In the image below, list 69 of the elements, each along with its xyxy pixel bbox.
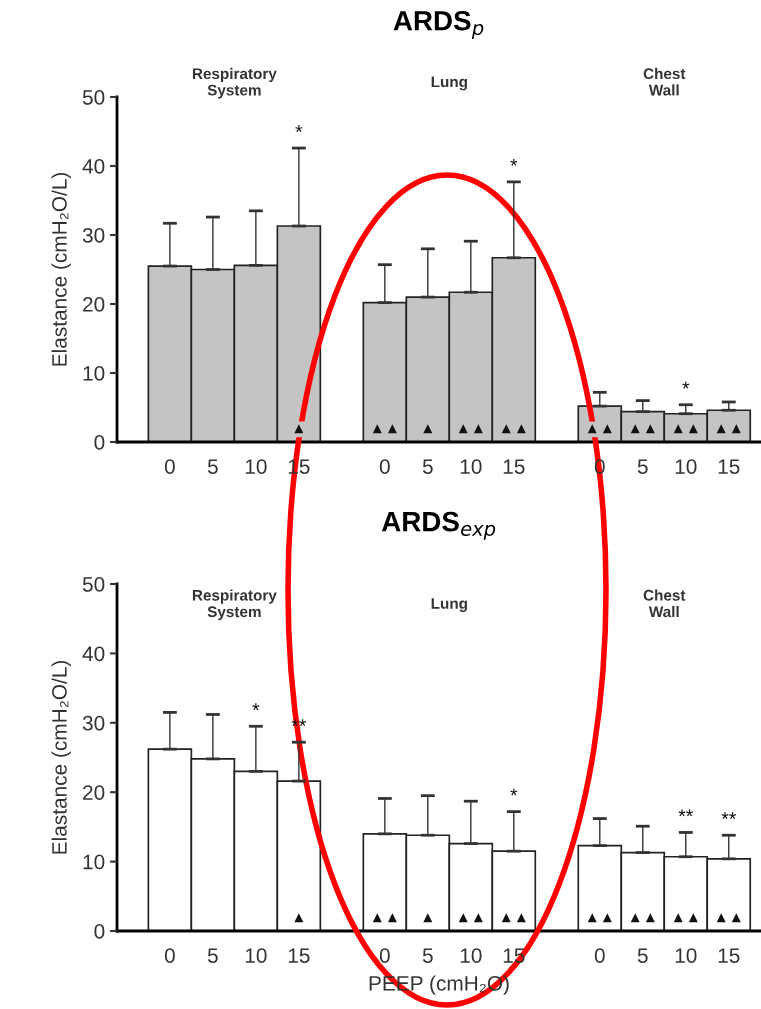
annotation: Lung	[431, 598, 467, 612]
x-tick-label: 0	[379, 948, 390, 963]
annotation: ▲▲	[716, 424, 741, 434]
chart-title: ARDS$_{exp}$	[381, 511, 496, 540]
chart-title: ARDS$_{p}$	[393, 10, 484, 39]
annotation: **	[678, 809, 694, 817]
x-tick-label: 0	[379, 459, 390, 474]
y-tick-label: 0	[94, 924, 105, 939]
y-tick-label: 10	[83, 854, 105, 870]
x-tick-label: 0	[164, 948, 175, 963]
annotation: ▲▲	[630, 913, 655, 923]
x-tick-label: 10	[460, 948, 482, 963]
y-tick-label: 40	[82, 159, 105, 174]
annotation: ▲▲	[673, 424, 698, 434]
x-tick-label: 10	[245, 948, 267, 963]
x-tick-label: 10	[460, 459, 482, 474]
y-axis-title: Elastance (cmH₂O/L)	[51, 172, 71, 366]
annotation: ▲	[423, 424, 433, 434]
annotation: Chest Wall	[643, 589, 686, 618]
annotation: ▲▲	[673, 913, 698, 923]
y-tick-label: 10	[83, 366, 105, 381]
x-tick-label: 5	[637, 459, 648, 474]
annotation: ▲	[294, 424, 304, 434]
annotation: ▲▲	[372, 424, 397, 434]
x-tick-label: 0	[164, 459, 175, 474]
annotation: ▲▲	[458, 424, 483, 434]
x-tick-label: 5	[422, 459, 433, 474]
annotation: ▲▲	[716, 913, 741, 923]
annotation: ▲▲	[458, 913, 483, 923]
x-tick-label: 5	[422, 948, 433, 963]
annotation: ▲▲	[587, 424, 612, 434]
x-tick-label: 0	[594, 948, 605, 963]
x-tick-label: 5	[207, 459, 218, 474]
annotation: ▲	[423, 913, 433, 923]
y-tick-label: 40	[82, 646, 105, 662]
x-tick-label: 15	[718, 948, 740, 963]
y-axis-title: Elastance (cmH₂O/L)	[51, 660, 71, 854]
x-tick-label: 5	[637, 948, 648, 963]
annotation: *	[252, 703, 260, 711]
x-tick-label: 0	[594, 459, 605, 474]
annotation: ▲▲	[501, 424, 526, 434]
annotation: ▲▲	[587, 913, 612, 923]
annotation: ▲	[294, 913, 304, 923]
y-tick-label: 30	[82, 228, 105, 243]
x-tick-label: 10	[245, 459, 267, 474]
y-tick-label: 20	[83, 297, 105, 312]
x-tick-label: 15	[288, 948, 310, 963]
annotation: *	[510, 788, 518, 796]
x-tick-label: 5	[207, 948, 218, 963]
annotation: Respiratory System	[192, 67, 277, 99]
x-tick-label: 10	[675, 948, 697, 963]
annotation: ▲▲	[372, 913, 397, 923]
annotation: ▲▲	[630, 424, 655, 434]
x-tick-label: 15	[503, 459, 525, 474]
annotation: *	[682, 381, 690, 389]
text: Chest Wall	[643, 67, 686, 96]
annotation: *	[295, 125, 303, 132]
annotation: Respiratory System	[192, 589, 277, 621]
annotation: *	[510, 158, 518, 166]
x-tick-label: 10	[675, 459, 697, 474]
y-tick-label: 50	[82, 577, 105, 592]
y-tick-label: 0	[94, 435, 105, 450]
y-tick-label: 50	[82, 90, 105, 105]
x-tick-label: 15	[718, 459, 740, 474]
annotation: **	[721, 812, 737, 820]
annotation: ▲▲	[501, 913, 526, 923]
y-tick-label: 30	[82, 715, 105, 731]
text: Lung	[431, 76, 467, 91]
y-tick-label: 20	[83, 785, 105, 800]
